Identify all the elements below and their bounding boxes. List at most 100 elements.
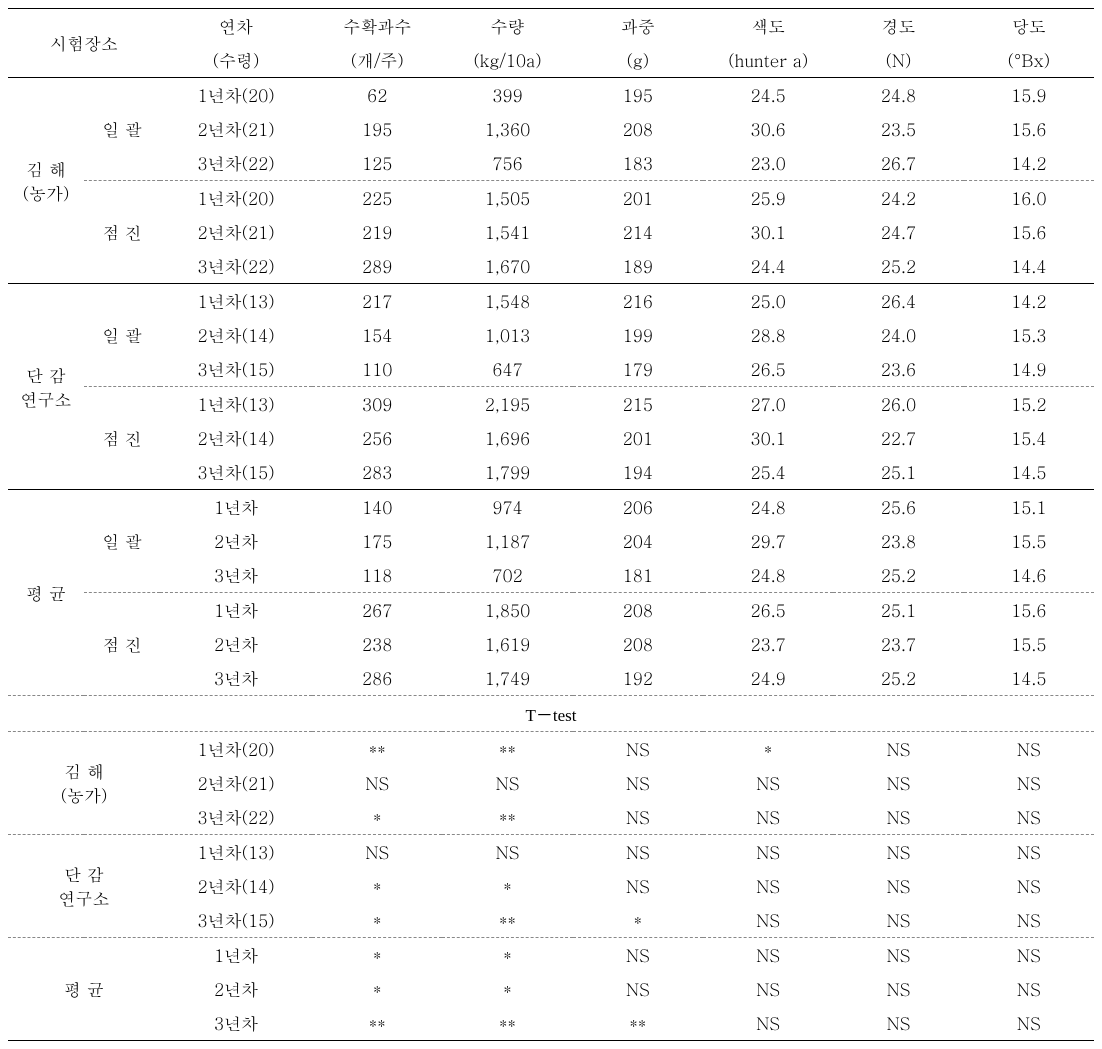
cell: 15.5 <box>964 524 1094 558</box>
cell: 16.0 <box>964 181 1094 216</box>
cell: NS <box>833 903 963 938</box>
header-year: 연차 <box>160 9 312 44</box>
cell: 24.9 <box>703 661 833 696</box>
table-row: 2년차(14)1541,01319928.824.015.3 <box>8 318 1094 352</box>
cell: 26.4 <box>833 284 963 319</box>
cell: * <box>312 800 442 835</box>
cell: 25.9 <box>703 181 833 216</box>
cell: NS <box>833 972 963 1006</box>
cell: 1년차(20) <box>160 181 312 216</box>
cell: 216 <box>573 284 703 319</box>
cell: 256 <box>312 421 442 455</box>
cell: 23.0 <box>703 146 833 181</box>
cell: NS <box>573 766 703 800</box>
cell: 15.6 <box>964 215 1094 249</box>
cell: * <box>312 903 442 938</box>
cell: 1년차(20) <box>160 78 312 113</box>
table-row: 점 진1년차2671,85020826.525.115.6 <box>8 593 1094 628</box>
cell: 2년차(14) <box>160 421 312 455</box>
cell: 199 <box>573 318 703 352</box>
cell: 1,187 <box>442 524 572 558</box>
cell: NS <box>964 766 1094 800</box>
cell: 189 <box>573 249 703 284</box>
cell: NS <box>703 903 833 938</box>
header-c2: 수량 <box>442 9 572 44</box>
cell: 26.0 <box>833 387 963 422</box>
cell: * <box>312 938 442 973</box>
table-row: 3년차(15)2831,79919425.425.114.5 <box>8 455 1094 490</box>
cell: 1년차(13) <box>160 835 312 870</box>
table-row: 2년차1751,18720429.723.815.5 <box>8 524 1094 558</box>
cell: ** <box>312 1006 442 1041</box>
ttest-row: 2년차(21)NSNSNSNSNSNS <box>8 766 1094 800</box>
cell: 14.2 <box>964 146 1094 181</box>
cell: 30.1 <box>703 421 833 455</box>
header-year-sub: (수령) <box>160 43 312 78</box>
cell: 14.9 <box>964 352 1094 387</box>
method-cell: 점 진 <box>84 387 160 490</box>
cell: ** <box>442 1006 572 1041</box>
cell: * <box>312 869 442 903</box>
cell: 24.4 <box>703 249 833 284</box>
cell: NS <box>964 869 1094 903</box>
cell: 24.8 <box>833 78 963 113</box>
cell: 1,696 <box>442 421 572 455</box>
cell: 289 <box>312 249 442 284</box>
cell: ** <box>442 800 572 835</box>
table-row: 3년차(22)2891,67018924.425.214.4 <box>8 249 1094 284</box>
ttest-row: 3년차(22)***NSNSNSNS <box>8 800 1094 835</box>
cell: 110 <box>312 352 442 387</box>
cell: 24.0 <box>833 318 963 352</box>
cell: 25.2 <box>833 661 963 696</box>
cell: 15.5 <box>964 627 1094 661</box>
ttest-row: 단 감연구소1년차(13)NSNSNSNSNSNS <box>8 835 1094 870</box>
cell: 1년차 <box>160 938 312 973</box>
cell: 27.0 <box>703 387 833 422</box>
header-c4: 색도 <box>703 9 833 44</box>
cell: * <box>442 972 572 1006</box>
cell: 195 <box>312 112 442 146</box>
cell: NS <box>573 869 703 903</box>
cell: 208 <box>573 112 703 146</box>
cell: 647 <box>442 352 572 387</box>
cell: 195 <box>573 78 703 113</box>
cell: 201 <box>573 421 703 455</box>
method-cell: 점 진 <box>84 593 160 696</box>
cell: NS <box>964 938 1094 973</box>
cell: 2년차 <box>160 524 312 558</box>
cell: 14.5 <box>964 455 1094 490</box>
ttest-header-row: T－test <box>8 696 1094 732</box>
cell: * <box>312 972 442 1006</box>
cell: 14.4 <box>964 249 1094 284</box>
cell: NS <box>833 732 963 767</box>
cell: 179 <box>573 352 703 387</box>
cell: NS <box>833 800 963 835</box>
cell: 2년차(21) <box>160 112 312 146</box>
ttest-location-cell: 단 감연구소 <box>8 835 160 938</box>
ttest-location-cell: 평 균 <box>8 938 160 1041</box>
cell: 2년차 <box>160 627 312 661</box>
cell: 26.5 <box>703 593 833 628</box>
header-c1: 수확과수 <box>312 9 442 44</box>
table-row: 3년차(22)12575618323.026.714.2 <box>8 146 1094 181</box>
cell: NS <box>703 1006 833 1041</box>
cell: 3년차(15) <box>160 352 312 387</box>
cell: 214 <box>573 215 703 249</box>
location-cell: 김 해(농가) <box>8 78 84 284</box>
cell: 192 <box>573 661 703 696</box>
method-cell: 일 괄 <box>84 490 160 593</box>
cell: 238 <box>312 627 442 661</box>
cell: 28.8 <box>703 318 833 352</box>
cell: 15.6 <box>964 593 1094 628</box>
cell: 215 <box>573 387 703 422</box>
header-c3: 과중 <box>573 9 703 44</box>
cell: 23.7 <box>833 627 963 661</box>
ttest-row: 평 균1년차**NSNSNSNS <box>8 938 1094 973</box>
table-row: 김 해(농가)일 괄1년차(20)6239919524.524.815.9 <box>8 78 1094 113</box>
cell: 3년차 <box>160 661 312 696</box>
location-cell: 단 감연구소 <box>8 284 84 490</box>
cell: 283 <box>312 455 442 490</box>
cell: 3년차 <box>160 1006 312 1041</box>
cell: 219 <box>312 215 442 249</box>
cell: 309 <box>312 387 442 422</box>
